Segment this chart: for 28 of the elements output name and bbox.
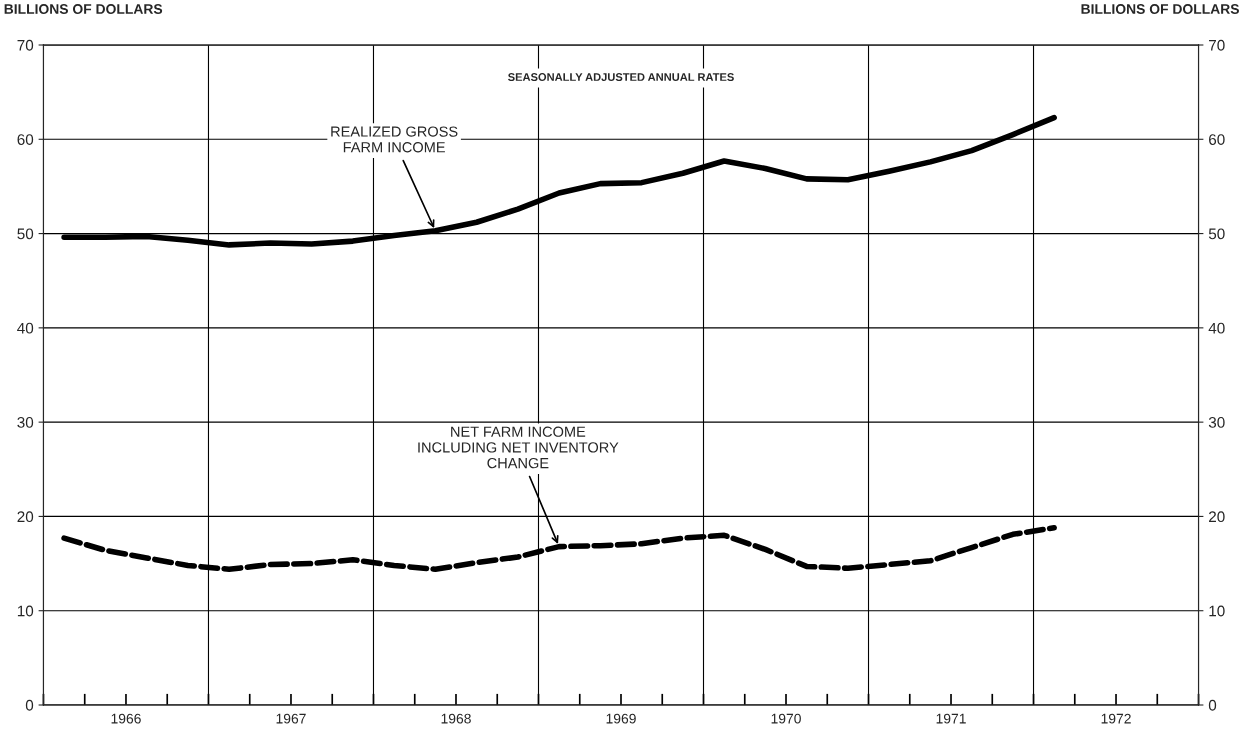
y2-tick-label: 30 bbox=[1208, 417, 1225, 428]
annotation: REALIZED GROSS FARM INCOME bbox=[331, 126, 458, 153]
y-tick-label: 50 bbox=[17, 228, 34, 240]
x-tick-label: 1970 bbox=[771, 713, 801, 724]
y2-tick-label: 10 bbox=[1209, 605, 1225, 617]
y2-tick-label: 50 bbox=[1208, 228, 1225, 240]
y-tick-label: 60 bbox=[17, 134, 34, 145]
annotation: SEASONALLY ADJUSTED ANNUAL RATES bbox=[508, 73, 734, 81]
y-tick-label: 0 bbox=[25, 699, 34, 711]
x-tick-label: 1967 bbox=[276, 713, 306, 724]
x-tick-label: 1966 bbox=[111, 713, 141, 724]
x-tick-label: 1971 bbox=[936, 713, 966, 724]
y-tick-label: 70 bbox=[17, 39, 34, 51]
y2-tick-label: 20 bbox=[1209, 511, 1225, 523]
y2-tick-label: 60 bbox=[1209, 134, 1225, 145]
y-tick-label: 40 bbox=[17, 322, 34, 334]
x-tick-label: 1969 bbox=[606, 713, 636, 724]
y2-tick-label: 70 bbox=[1209, 39, 1225, 51]
y-tick-label: 10 bbox=[17, 605, 34, 617]
x-tick-label: 1968 bbox=[441, 713, 471, 724]
y-tick-label: 30 bbox=[17, 417, 34, 428]
x-tick-label: 1972 bbox=[1101, 713, 1131, 724]
y-tick-label: 20 bbox=[17, 511, 34, 523]
y2-tick-label: 0 bbox=[1208, 699, 1217, 711]
annotation: NET FARM INCOME INCLUDING NET INVENTORY CHANGE bbox=[418, 426, 619, 469]
y-axis-title: BILLIONS OF DOLLARS bbox=[4, 4, 163, 14]
y2-tick-label: 40 bbox=[1208, 322, 1225, 334]
y2-axis-title: BILLIONS OF DOLLARS bbox=[1081, 4, 1239, 14]
